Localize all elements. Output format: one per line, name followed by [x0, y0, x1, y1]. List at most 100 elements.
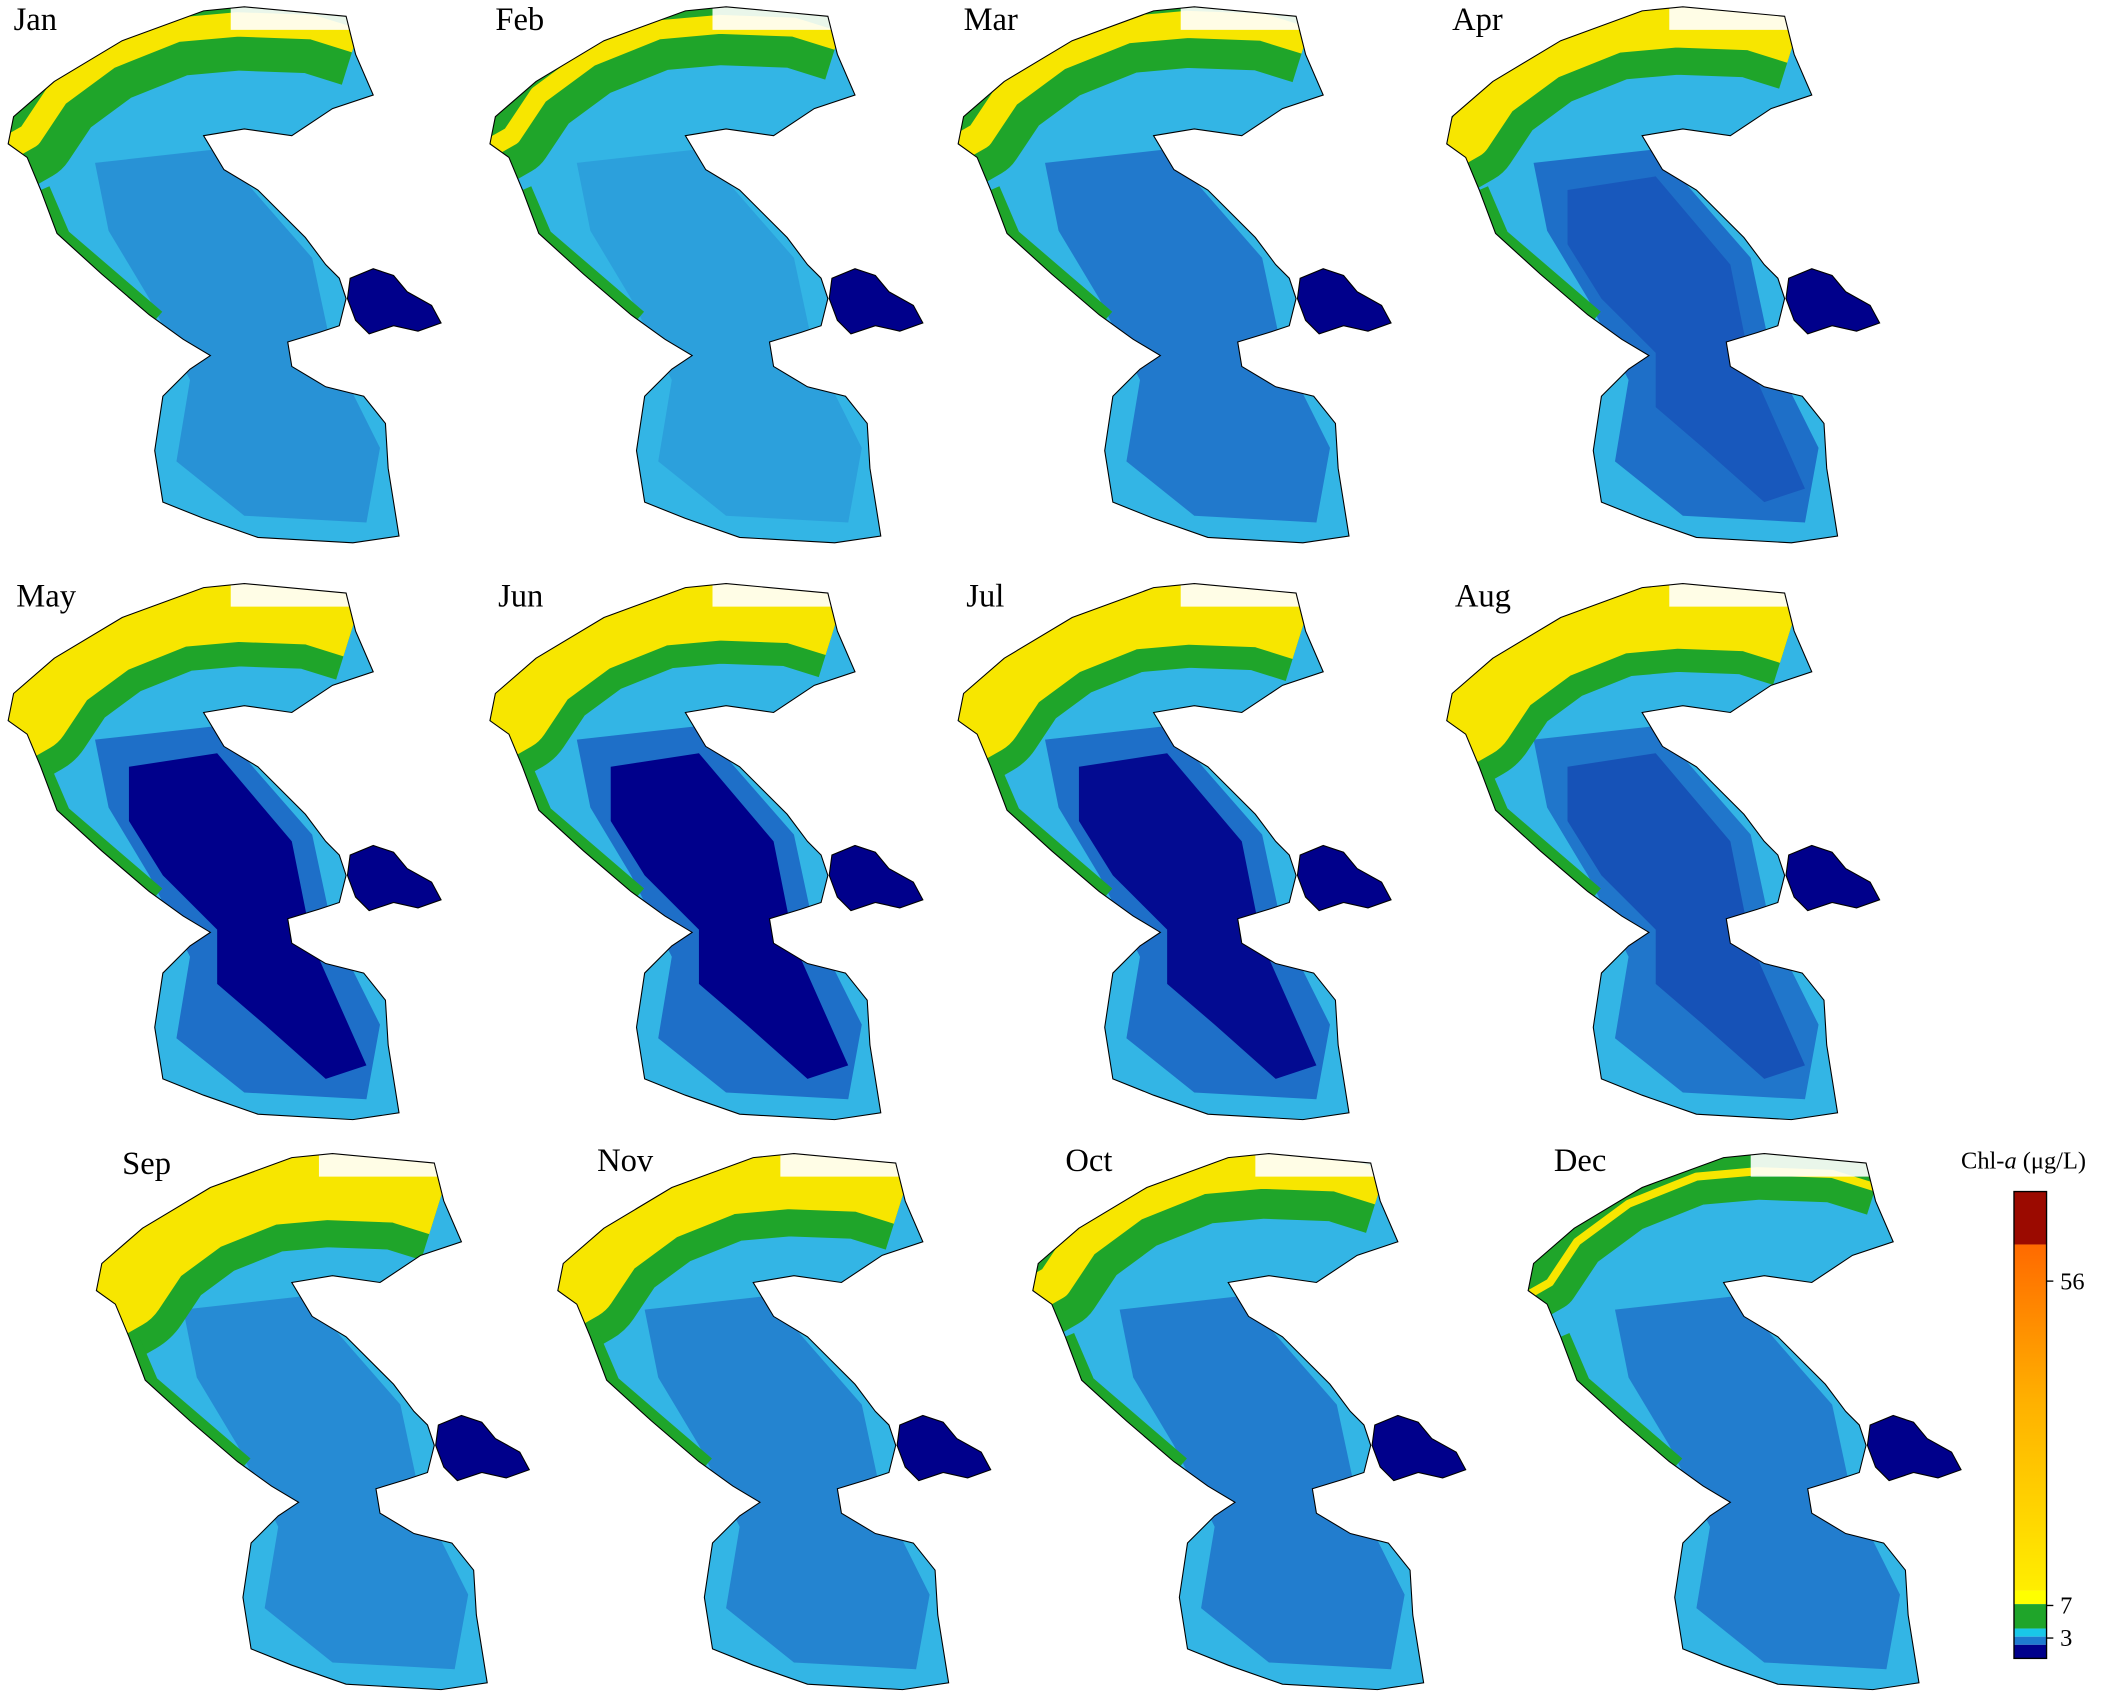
map-panels: Jan Feb Mar Apr May Jun Jul Aug Sep Nov Oct Dec	[7, 2, 1962, 1691]
bay	[346, 268, 442, 335]
bay	[828, 844, 924, 912]
sea-deep	[183, 1296, 469, 1670]
colorbar-frame	[2013, 1190, 2048, 1660]
bay	[896, 1414, 992, 1482]
land-cap	[1669, 583, 1819, 607]
sea-core	[128, 753, 367, 1079]
bay	[1296, 844, 1392, 912]
sea-deep	[1045, 149, 1330, 523]
panel-label: Apr	[1452, 2, 1503, 38]
map-panel: May	[7, 579, 442, 1121]
colorbar: Chl-a (μg/L) 56 7 3	[1961, 1147, 2086, 1660]
coastline	[1446, 583, 1839, 1121]
map-panel: Mar	[957, 2, 1392, 544]
west-coast-green	[581, 1333, 712, 1473]
panel-label: Jan	[14, 2, 57, 38]
colorbar-title: Chl-a (μg/L)	[1961, 1147, 2086, 1174]
west-coast-green	[31, 186, 163, 327]
coastline	[1446, 6, 1839, 544]
west-coast-green	[513, 186, 645, 327]
map-panel: Feb	[489, 2, 924, 544]
colorbar-segment	[2013, 1644, 2047, 1659]
panel-label: May	[16, 579, 76, 615]
map-panel: Dec	[1527, 1143, 1962, 1691]
coastline	[489, 6, 882, 544]
colorbar-segment	[2013, 1628, 2047, 1637]
map-panel: Jan	[7, 2, 442, 544]
land-cap	[1180, 583, 1330, 607]
panel-label: Mar	[964, 2, 1018, 38]
bay	[435, 1414, 531, 1482]
coastline	[1032, 1153, 1425, 1691]
map-panel: Apr	[1446, 2, 1881, 544]
sea-deep	[644, 1296, 930, 1670]
map-panel: Oct	[1032, 1143, 1467, 1691]
panel-label: Nov	[597, 1143, 654, 1179]
panel-label: Jun	[498, 579, 543, 615]
map-panel: Aug	[1446, 579, 1881, 1121]
land-cap	[318, 1153, 469, 1177]
colorbar-title-part: Chl-	[1961, 1147, 2004, 1174]
map-panel: Nov	[557, 1143, 992, 1691]
sea-core	[1567, 753, 1805, 1079]
west-coast-green	[513, 763, 645, 903]
panel-label: Dec	[1554, 1143, 1606, 1179]
colorbar-segment	[2013, 1636, 2047, 1645]
sea-deep	[1533, 149, 1819, 523]
map-panel: Jun	[489, 579, 924, 1121]
coastline	[557, 1153, 950, 1691]
bay	[1296, 268, 1392, 335]
colorbar-tick-label: 3	[2060, 1625, 2072, 1652]
panel-label: Oct	[1065, 1143, 1112, 1179]
bay	[1371, 1414, 1467, 1482]
colorbar-segment	[2013, 1604, 2047, 1629]
land-cap	[230, 6, 381, 30]
colorbar-segment	[2013, 1590, 2047, 1605]
west-coast-green	[1470, 186, 1601, 327]
west-coast-green	[981, 763, 1113, 903]
bay	[1785, 268, 1881, 335]
map-fill	[489, 583, 881, 1120]
land-cap	[1180, 6, 1330, 30]
colorbar-title-part: (μg/L)	[2017, 1147, 2086, 1174]
west-coast-green	[31, 763, 163, 903]
colorbar-segment	[2013, 1244, 2047, 1591]
land-cap	[712, 6, 862, 30]
panel-label: Feb	[495, 2, 544, 38]
sea-deep	[1533, 726, 1819, 1100]
panel-label: Sep	[122, 1146, 171, 1182]
coastline	[95, 1153, 488, 1691]
colorbar-tick-label: 7	[2060, 1593, 2072, 1620]
land-cap	[712, 583, 862, 607]
bay	[1866, 1414, 1962, 1482]
west-coast-green	[120, 1333, 251, 1473]
coastline	[7, 583, 400, 1121]
sea-deep	[576, 149, 862, 523]
coastline	[957, 6, 1350, 544]
colorbar-segment	[2013, 1191, 2047, 1245]
bay	[1785, 844, 1881, 912]
sea-deep	[1119, 1296, 1405, 1670]
west-coast-green	[1056, 1333, 1187, 1473]
sea-core	[1567, 176, 1805, 503]
land-cap	[780, 1153, 930, 1177]
map-panel: Jul	[957, 579, 1392, 1121]
coastline	[489, 583, 882, 1121]
bay	[346, 844, 442, 912]
colorbar-tick-label: 56	[2060, 1268, 2084, 1295]
bay	[828, 268, 924, 335]
coastline	[957, 583, 1350, 1121]
sea-core	[610, 753, 849, 1079]
coastline	[7, 6, 400, 544]
sea-core	[1078, 753, 1317, 1079]
land-cap	[230, 583, 381, 607]
land-cap	[1255, 1153, 1405, 1177]
land-cap	[1669, 6, 1819, 30]
sea-deep	[95, 149, 381, 523]
west-coast-green	[1551, 1333, 1683, 1473]
coastline	[1527, 1153, 1920, 1691]
panel-label: Jul	[966, 579, 1004, 615]
colorbar-title-part: a	[2004, 1147, 2016, 1174]
panel-label: Aug	[1455, 579, 1511, 615]
